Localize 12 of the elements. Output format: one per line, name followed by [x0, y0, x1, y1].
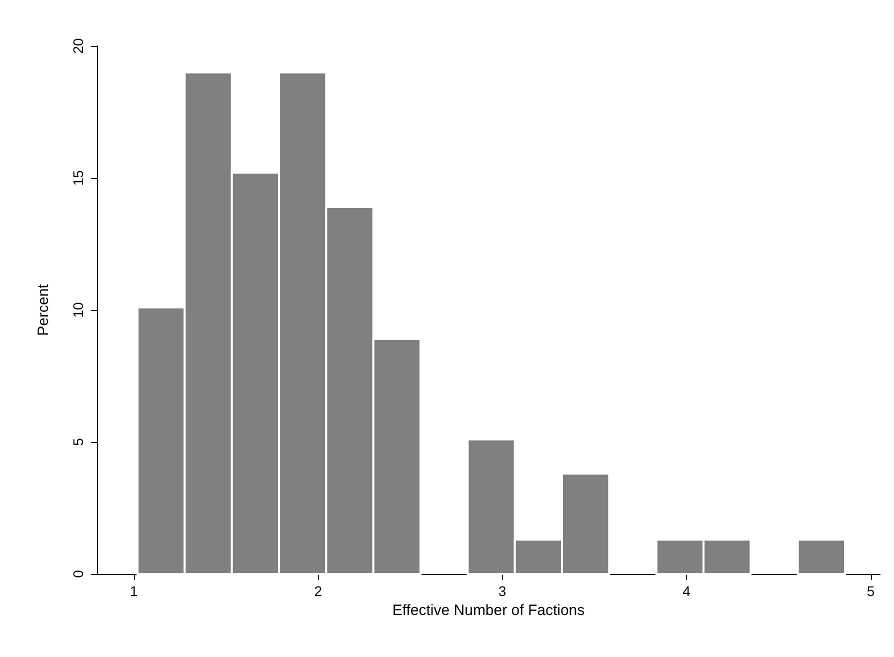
x-tick-label: 1	[130, 583, 138, 599]
y-axis-title: Percent	[35, 283, 52, 336]
y-tick-label: 20	[70, 38, 86, 54]
x-tick-label: 2	[314, 583, 322, 599]
x-tick-label: 4	[682, 583, 691, 599]
y-tick-label: 0	[70, 570, 86, 578]
x-axis-title: Effective Number of Factions	[392, 602, 585, 619]
y-tick-label: 15	[70, 170, 86, 186]
y-tick-label: 5	[70, 438, 86, 446]
x-tick-label: 5	[866, 583, 875, 599]
x-tick-label: 3	[498, 583, 506, 599]
y-tick-label: 10	[70, 302, 86, 318]
